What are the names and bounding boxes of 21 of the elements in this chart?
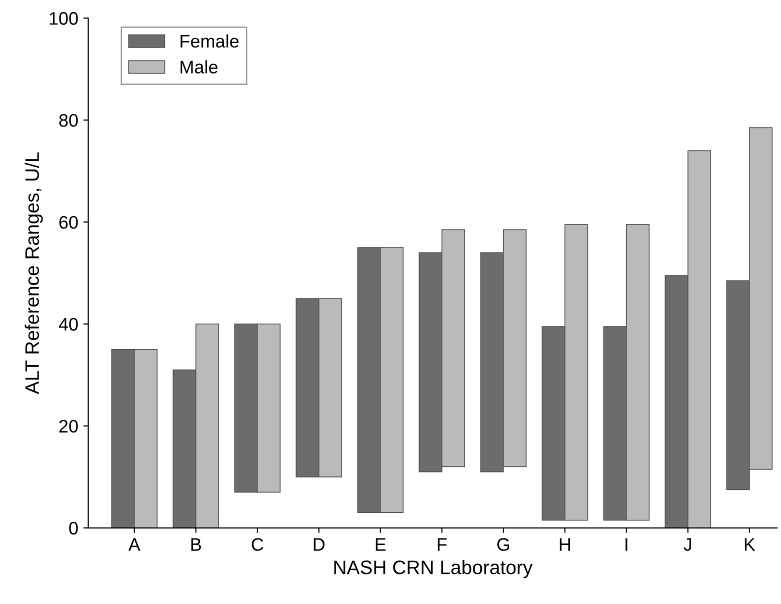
x-tick-label: I [626,538,628,551]
x-axis-title: NASH CRN Laboratory [334,560,533,578]
y-tick-label: 40 [58,318,78,331]
y-tick-label: 80 [59,114,78,127]
x-tick-label: K [744,538,756,551]
y-tick-label: 60 [59,216,78,229]
x-tick-label: G [497,538,510,551]
x-tick-label: D [314,538,325,551]
x-tick-label: C [252,538,264,551]
y-tick-label: 0 [69,522,78,535]
x-tick-label: B [191,538,201,551]
y-tick-label: 20 [59,420,78,433]
x-tick-label: E [376,538,386,551]
x-tick-label: A [128,538,140,551]
legend-label: Male [180,60,218,74]
legend-label: Female [180,34,239,48]
x-tick-label: H [560,538,570,551]
y-axis-title: ALT Reference Ranges, U/L [24,152,43,394]
x-tick-label: F [438,538,447,551]
x-tick-label: J [684,538,692,551]
y-tick-label: 100 [50,12,78,25]
